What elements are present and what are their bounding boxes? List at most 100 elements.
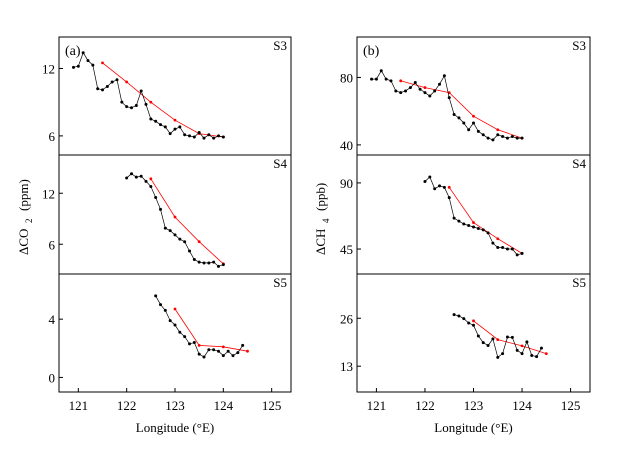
- model-point: [149, 100, 153, 104]
- y-axis-label: ΔCO 2 (ppm): [16, 179, 34, 255]
- measured-point: [183, 133, 187, 137]
- y-tick-label: 6: [49, 129, 56, 144]
- measured-line: [73, 51, 224, 139]
- y-tick-label: 12: [42, 186, 55, 201]
- y-axis-label: ΔCH 4 (ppb): [313, 183, 331, 255]
- x-tick-label: 125: [561, 398, 581, 413]
- measured-point: [183, 240, 187, 244]
- panel-frame: [356, 154, 591, 275]
- model-point: [101, 61, 104, 65]
- measured-point: [178, 330, 182, 334]
- measured-point: [394, 89, 398, 93]
- measured-point: [457, 116, 461, 120]
- model-point: [399, 79, 403, 83]
- measured-point: [217, 349, 220, 353]
- measured-point: [462, 317, 466, 321]
- measured-point: [486, 344, 490, 348]
- x-axis-label: Longitude (°E): [434, 420, 512, 435]
- panel-name: S3: [572, 38, 586, 53]
- measured-point: [139, 174, 143, 178]
- y-axis-label-subscript: 4: [321, 218, 331, 223]
- y-axis-label-unit: (ppb): [313, 183, 328, 211]
- y-tick-label: 4: [49, 312, 56, 327]
- measured-point: [149, 184, 153, 188]
- measured-point: [144, 102, 148, 106]
- panel-frame: [58, 154, 292, 275]
- model-point: [173, 215, 177, 219]
- model-point: [496, 338, 500, 342]
- model-line: [473, 320, 547, 354]
- measured-point: [192, 258, 196, 262]
- measured-point: [452, 216, 456, 220]
- measured-point: [202, 355, 206, 359]
- measured-point: [374, 77, 378, 81]
- measured-point: [457, 219, 461, 223]
- model-line: [102, 62, 224, 138]
- y-axis-label-main: ΔCO: [16, 229, 31, 255]
- measured-point: [212, 136, 216, 140]
- measured-point: [467, 224, 471, 228]
- measured-point: [491, 241, 495, 245]
- measured-point: [241, 343, 245, 347]
- x-tick-label: 123: [165, 398, 185, 413]
- measured-point: [125, 105, 129, 109]
- measured-point: [212, 260, 216, 264]
- measured-point: [467, 128, 471, 132]
- measured-point: [476, 226, 480, 230]
- model-point: [496, 128, 500, 132]
- y-tick-label: 80: [340, 70, 353, 85]
- measured-point: [154, 119, 158, 123]
- measured-point: [370, 77, 374, 81]
- measured-point: [159, 123, 162, 127]
- measured-point: [505, 335, 509, 339]
- measured-point: [139, 89, 143, 93]
- measured-point: [491, 337, 495, 341]
- y-tick-label: 90: [340, 176, 353, 191]
- measured-point: [404, 89, 408, 93]
- panel-name: S3: [273, 38, 287, 53]
- measured-point: [452, 313, 456, 317]
- measured-point: [183, 335, 187, 339]
- panel-frame: [356, 273, 591, 393]
- model-point: [472, 221, 475, 224]
- measured-point: [76, 64, 80, 68]
- measured-point: [423, 179, 427, 183]
- measured-point: [217, 264, 220, 268]
- measured-point: [202, 136, 206, 140]
- measured-point: [496, 355, 500, 359]
- model-point: [173, 118, 177, 122]
- measured-point: [159, 207, 162, 211]
- measured-point: [231, 354, 235, 358]
- panel-frame: [58, 36, 292, 156]
- measured-point: [491, 138, 495, 142]
- y-tick-label: 6: [49, 237, 56, 252]
- measured-line: [454, 314, 542, 358]
- measured-point: [510, 247, 514, 251]
- panel-name: S4: [273, 156, 287, 171]
- measured-point: [72, 65, 75, 69]
- measured-point: [144, 179, 148, 183]
- model-point: [472, 114, 475, 118]
- y-axis-label-unit: (ppm): [16, 179, 31, 211]
- measured-point: [130, 106, 133, 110]
- model-line: [400, 80, 523, 139]
- model-line: [174, 308, 248, 352]
- measured-point: [472, 225, 475, 229]
- measured-point: [163, 308, 167, 312]
- measured-point: [408, 86, 412, 90]
- measured-point: [192, 340, 196, 344]
- measured-point: [389, 79, 393, 83]
- measured-point: [178, 237, 182, 241]
- measured-point: [452, 113, 456, 117]
- measured-point: [433, 89, 437, 93]
- measured-point: [476, 129, 480, 133]
- y-axis-label-main: ΔCH: [313, 229, 328, 255]
- panel-name: S5: [572, 275, 586, 290]
- measured-point: [472, 323, 475, 327]
- measured-point: [192, 135, 196, 139]
- x-tick-label: 122: [415, 398, 435, 413]
- measured-point: [535, 355, 539, 359]
- measured-point: [81, 51, 85, 55]
- measured-point: [447, 196, 451, 200]
